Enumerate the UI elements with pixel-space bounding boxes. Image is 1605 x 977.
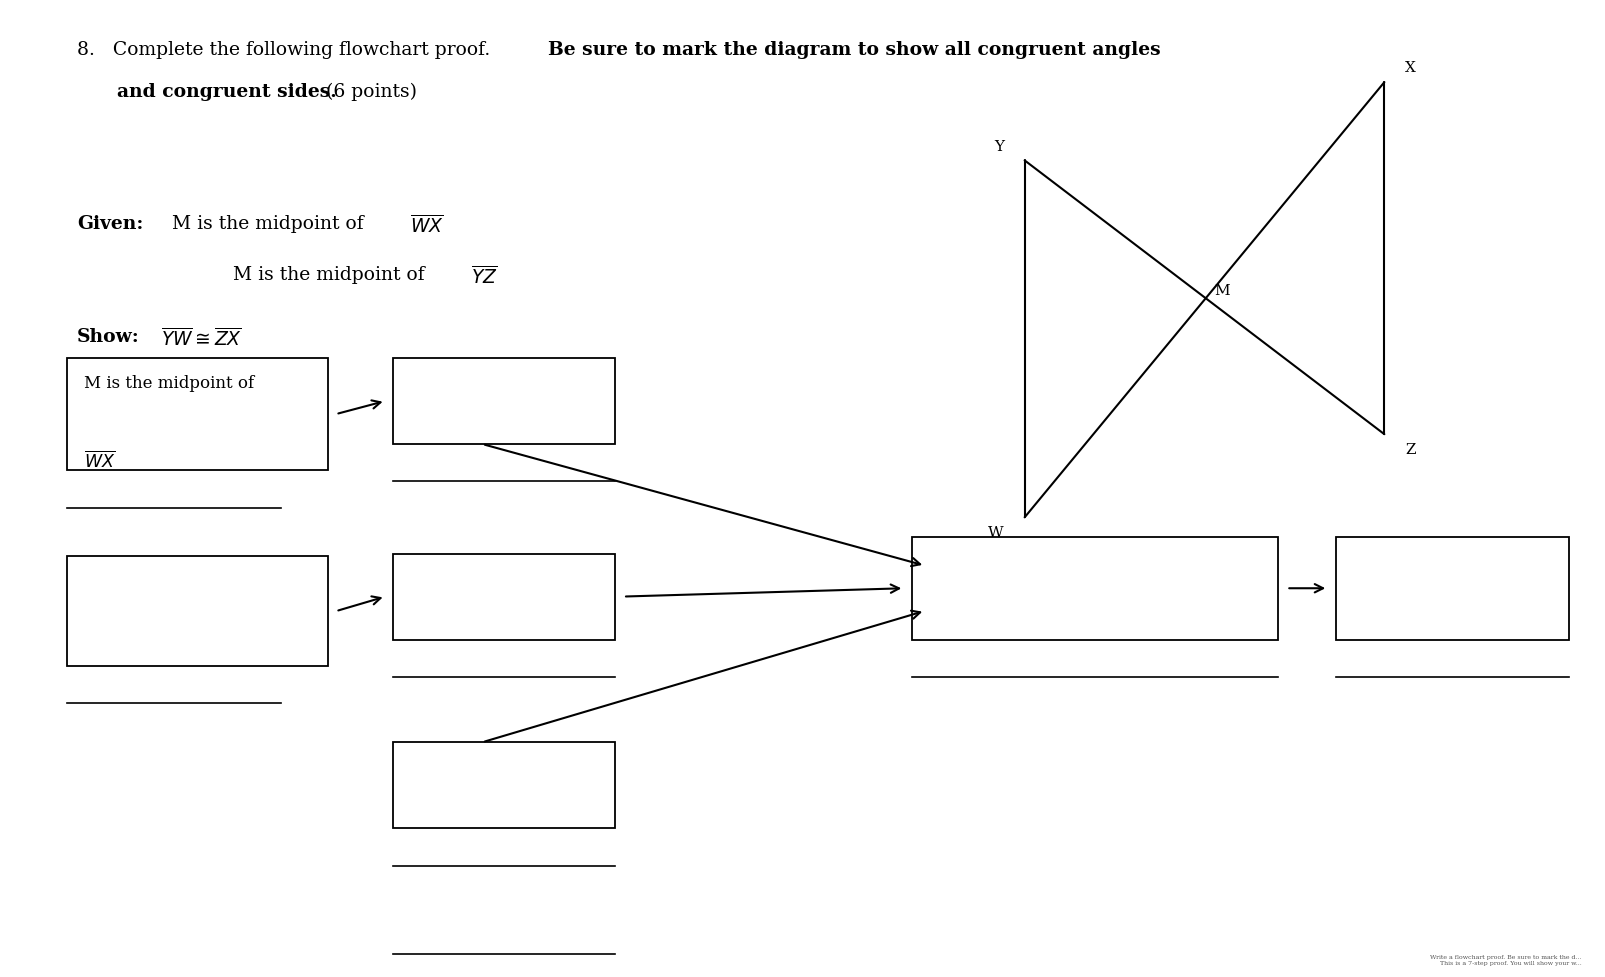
Text: $\overline{WX}$: $\overline{WX}$ bbox=[409, 215, 443, 236]
Text: M: M bbox=[1213, 284, 1229, 298]
Text: Show:: Show: bbox=[77, 327, 140, 345]
Text: $\overline{YW}\cong\overline{ZX}$: $\overline{YW}\cong\overline{ZX}$ bbox=[160, 327, 241, 349]
Text: M is the midpoint of: M is the midpoint of bbox=[233, 266, 430, 283]
Text: 8.   Complete the following flowchart proof.: 8. Complete the following flowchart proo… bbox=[77, 41, 496, 59]
Bar bbox=[67, 557, 327, 666]
Text: X: X bbox=[1404, 62, 1416, 75]
Text: Be sure to mark the diagram to show all congruent angles: Be sure to mark the diagram to show all … bbox=[547, 41, 1159, 59]
Bar bbox=[393, 359, 615, 445]
Bar bbox=[1335, 537, 1568, 640]
Bar bbox=[912, 537, 1278, 640]
Bar bbox=[393, 554, 615, 640]
Text: $\overline{YZ}$: $\overline{YZ}$ bbox=[470, 266, 498, 287]
Text: (6 points): (6 points) bbox=[319, 83, 416, 102]
Bar bbox=[393, 743, 615, 828]
Text: M is the midpoint of: M is the midpoint of bbox=[83, 374, 254, 391]
Text: and congruent sides.: and congruent sides. bbox=[117, 83, 337, 101]
Text: W: W bbox=[987, 526, 1003, 539]
Text: Write a flowchart proof. Be sure to mark the d...
This is a 7-step proof. You wi: Write a flowchart proof. Be sure to mark… bbox=[1430, 955, 1581, 965]
Text: Given:: Given: bbox=[77, 215, 143, 233]
Text: M is the midpoint of: M is the midpoint of bbox=[172, 215, 369, 233]
Text: $\overline{WX}$: $\overline{WX}$ bbox=[83, 449, 116, 470]
Text: Y: Y bbox=[993, 140, 1003, 153]
Bar bbox=[67, 359, 327, 471]
Text: Z: Z bbox=[1404, 443, 1416, 456]
